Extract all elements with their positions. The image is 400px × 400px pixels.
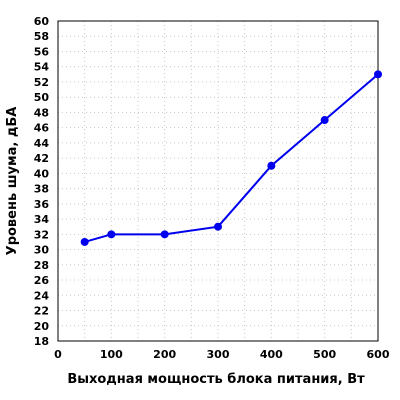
y-tick-label: 28 (34, 259, 49, 272)
data-point (107, 230, 116, 239)
x-tick-label: 0 (54, 348, 62, 361)
y-tick-label: 46 (34, 122, 50, 135)
data-point (80, 237, 89, 246)
x-tick-label: 500 (313, 348, 336, 361)
y-tick-label: 54 (34, 61, 50, 74)
y-tick-label: 38 (34, 183, 49, 196)
y-tick-label: 26 (34, 274, 50, 287)
tick-labels: 0 100 200 300 400 500 600 18 20 22 24 26 28 30 32 34 36 3… (34, 15, 390, 361)
y-tick-label: 56 (34, 45, 50, 58)
data-point (214, 222, 222, 231)
y-tick-label: 32 (34, 228, 49, 241)
y-tick-label: 30 (34, 244, 50, 257)
x-tick-label: 400 (260, 348, 283, 361)
x-tick-label: 600 (367, 348, 390, 361)
y-tick-label: 34 (34, 213, 50, 226)
axes (57, 20, 379, 342)
y-tick-label: 22 (34, 305, 49, 318)
y-axis-title: Уровень шума, дБА (5, 107, 20, 256)
y-tick-label: 52 (34, 76, 49, 89)
y-tick-label: 24 (34, 289, 50, 302)
x-axis-title: Выходная мощность блока питания, Вт (67, 372, 365, 387)
y-tick-label: 42 (34, 152, 49, 165)
y-tick-label: 40 (34, 167, 50, 180)
y-tick-label: 50 (34, 91, 50, 104)
y-tick-label: 18 (34, 335, 49, 348)
y-tick-label: 20 (34, 320, 50, 333)
y-tick-label: 36 (34, 198, 50, 211)
y-tick-label: 58 (34, 30, 49, 43)
grid (58, 21, 378, 341)
plot-frame (57, 20, 379, 342)
y-tick-label: 60 (34, 15, 50, 28)
x-tick-label: 300 (207, 348, 230, 361)
x-tick-label: 200 (153, 348, 176, 361)
data-point (374, 70, 382, 79)
data-point (267, 161, 276, 170)
data-point (160, 230, 169, 239)
x-tick-label: 100 (100, 348, 123, 361)
y-tick-label: 44 (34, 137, 50, 150)
data-point (320, 116, 329, 125)
series (80, 70, 382, 246)
y-tick-label: 48 (34, 106, 49, 119)
